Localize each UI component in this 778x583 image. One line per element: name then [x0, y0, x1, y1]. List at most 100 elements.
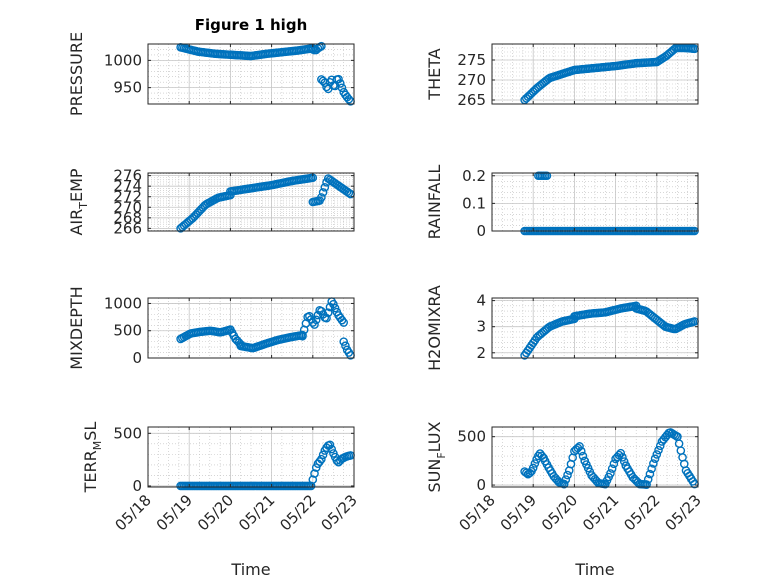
axes-background — [491, 172, 699, 232]
y-tick-label: 500 — [113, 322, 142, 340]
data-point — [645, 469, 655, 479]
y-axis-label: H2OMIXRA — [425, 285, 444, 371]
data-point — [330, 303, 340, 313]
y-tick-label: 0 — [476, 222, 486, 240]
y-tick-label: 500 — [113, 424, 142, 442]
x-tick-label: 05/23 — [318, 491, 361, 534]
y-tick-label: 265 — [457, 91, 486, 109]
y-axis-label: THETA — [425, 48, 444, 100]
y-tick-label: 270 — [457, 71, 486, 89]
data-point — [325, 440, 335, 450]
y-axis-label: RAINFALL — [425, 165, 444, 240]
y-axis-label: MIXDEPTH — [67, 286, 86, 369]
y-tick-label: 268 — [113, 209, 142, 227]
data-point — [317, 41, 326, 51]
y-tick-label: 4 — [476, 292, 486, 310]
x-tick-label: 05/19 — [497, 491, 540, 534]
data-point — [616, 448, 626, 458]
data-point — [650, 454, 660, 464]
y-axis-label: AIRTEMP — [67, 168, 90, 235]
data-point — [534, 451, 543, 461]
x-tick-label: 05/20 — [538, 491, 581, 534]
y-tick-label: 2 — [476, 344, 486, 362]
series-markers — [176, 173, 355, 233]
data-point — [318, 450, 328, 460]
data-point — [339, 337, 349, 346]
y-tick-label: 0.2 — [462, 167, 486, 185]
data-point — [310, 469, 319, 478]
data-point — [344, 94, 354, 104]
data-point — [344, 188, 354, 198]
data-point — [339, 318, 349, 327]
subplot-mixdepth: 0 500 1000 MIXDEPTH — [67, 286, 355, 370]
x-tick-label: 05/21 — [235, 491, 278, 534]
y-tick-label: 500 — [457, 428, 486, 446]
data-point — [320, 183, 330, 192]
axes-frame — [491, 172, 699, 232]
axes-frame — [147, 297, 355, 359]
y-tick-label: 1000 — [104, 51, 142, 69]
axes-frame — [147, 43, 355, 105]
axes-frame — [147, 426, 355, 488]
subplot-pressure: 950 1000 PRESSURE — [67, 32, 355, 116]
data-point — [322, 313, 331, 323]
data-point — [329, 299, 338, 309]
data-point — [609, 459, 619, 469]
data-point — [575, 442, 584, 451]
y-tick-label: 270 — [113, 198, 142, 216]
y-tick-label: 0 — [476, 476, 486, 494]
x-tick-label: 05/18 — [112, 491, 155, 534]
y-axis-label: TERRMSL — [81, 422, 104, 494]
x-tick-label: 05/19 — [153, 491, 196, 534]
y-tick-label: 1000 — [104, 294, 142, 312]
series-markers — [520, 428, 699, 489]
series-markers — [176, 297, 355, 360]
axes-frame — [491, 43, 699, 105]
data-point — [337, 315, 347, 325]
data-point — [649, 459, 658, 468]
x-tick-label: 05/22 — [620, 491, 663, 534]
data-point — [542, 171, 552, 181]
data-point — [578, 451, 588, 461]
data-point — [311, 315, 321, 325]
data-point — [334, 74, 343, 84]
x-axis-label: Time — [574, 560, 614, 579]
data-point — [643, 475, 653, 484]
y-tick-label: 3 — [476, 318, 486, 336]
y-axis-label: PRESSURE — [67, 32, 86, 116]
figure-title: Figure 1 high — [195, 16, 308, 34]
y-tick-label: 266 — [113, 219, 142, 237]
data-point — [563, 470, 572, 480]
data-point — [327, 444, 336, 454]
data-point — [642, 480, 651, 489]
data-point — [315, 457, 324, 466]
data-point — [317, 193, 326, 202]
data-point — [522, 468, 531, 478]
y-tick-label: 275 — [457, 51, 486, 69]
y-tick-label: 0 — [132, 477, 142, 495]
series-markers — [520, 301, 699, 360]
data-point — [341, 341, 350, 351]
data-point — [317, 454, 326, 464]
y-tick-label: 276 — [113, 167, 142, 185]
series-markers — [176, 41, 355, 106]
data-point — [335, 79, 345, 88]
data-point — [310, 320, 319, 329]
data-point — [654, 445, 663, 455]
data-point — [559, 479, 569, 489]
data-point — [320, 78, 330, 87]
x-axis-label: Time — [230, 560, 270, 579]
data-point — [607, 464, 617, 473]
y-tick-label: 272 — [113, 188, 142, 206]
data-point — [337, 83, 347, 93]
subplot-rainfall: 0 0.1 0.2 RAINFALL — [425, 165, 699, 240]
x-tick-label: 05/22 — [276, 491, 319, 534]
data-point — [655, 441, 665, 451]
axes-frame — [147, 172, 355, 232]
subplot-theta: 265 270 275 THETA — [425, 43, 699, 109]
data-point — [606, 469, 615, 478]
